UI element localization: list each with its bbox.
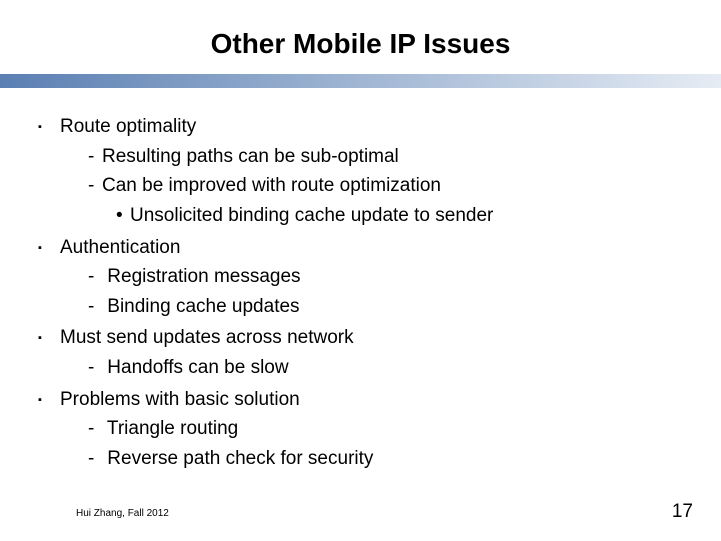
bullet-l1: ▪Route optimality [60,114,681,140]
bullet-l1-text: Authentication [60,237,180,258]
bullet-l2-text: Reverse path check for security [102,448,373,469]
square-bullet-icon: ▪ [38,393,42,408]
bullet-l2-text: Can be improved with route optimization [102,175,441,196]
footer-author: Hui Zhang, Fall 2012 [76,508,169,519]
slide: Other Mobile IP Issues ▪Route optimality… [0,0,721,541]
bullet-l2-text: Registration messages [102,266,301,287]
dash-bullet-icon: - [88,173,102,199]
bullet-l1-text: Problems with basic solution [60,389,300,410]
bullet-l2-text: Triangle routing [102,418,238,439]
slide-title: Other Mobile IP Issues [0,0,721,60]
bullet-l1-text: Route optimality [60,116,196,137]
bullet-l1: ▪Authentication [60,235,681,261]
bullet-l1: ▪Must send updates across network [60,325,681,351]
bullet-l2: -Resulting paths can be sub-optimal [88,144,681,170]
title-divider [0,74,721,88]
square-bullet-icon: ▪ [38,241,42,256]
bullet-l2: - Registration messages [88,264,681,290]
bullet-l3: •Unsolicited binding cache update to sen… [116,203,681,229]
dash-bullet-icon: - [88,144,102,170]
dash-bullet-icon: - [88,416,102,442]
bullet-l2: - Triangle routing [88,416,681,442]
page-number: 17 [672,501,693,523]
bullet-l1-text: Must send updates across network [60,327,354,348]
bullet-l2: - Handoffs can be slow [88,355,681,381]
bullet-l2-text: Handoffs can be slow [102,357,289,378]
square-bullet-icon: ▪ [38,331,42,346]
bullet-l2: - Binding cache updates [88,294,681,320]
bullet-l1: ▪Problems with basic solution [60,387,681,413]
dash-bullet-icon: - [88,264,102,290]
bullet-l2: - Reverse path check for security [88,446,681,472]
square-bullet-icon: ▪ [38,120,42,135]
bullet-l2-text: Binding cache updates [102,296,300,317]
bullet-l2-text: Resulting paths can be sub-optimal [102,146,399,167]
dash-bullet-icon: - [88,294,102,320]
dash-bullet-icon: - [88,446,102,472]
dash-bullet-icon: - [88,355,102,381]
bullet-l2: -Can be improved with route optimization [88,173,681,199]
dot-bullet-icon: • [116,203,130,229]
slide-body: ▪Route optimality-Resulting paths can be… [0,88,721,472]
bullet-l3-text: Unsolicited binding cache update to send… [130,205,493,226]
